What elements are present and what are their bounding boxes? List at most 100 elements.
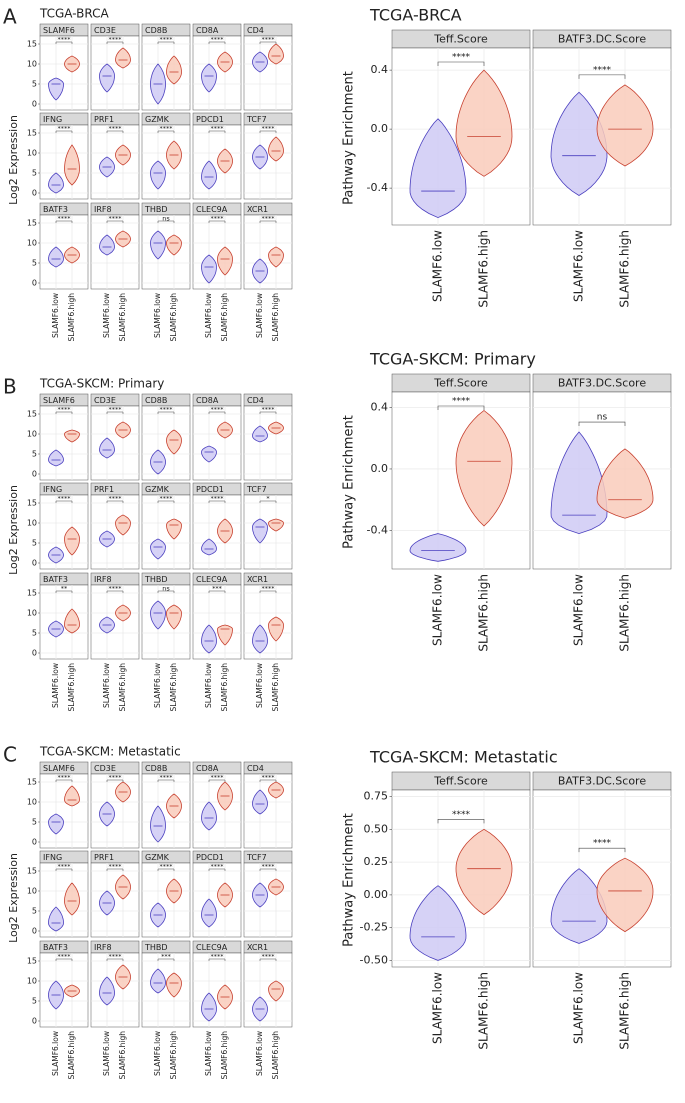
- sig-label: ****: [160, 495, 174, 503]
- strip-label: IFNG: [43, 853, 62, 862]
- strip-label: BATF3.DC.Score: [558, 33, 646, 46]
- violin: [455, 828, 513, 916]
- facet-panel: [39, 214, 89, 290]
- y-axis-label: Log2 Expression: [7, 853, 20, 943]
- y-tick-label: 5: [32, 259, 37, 268]
- sig-bracket: [157, 779, 175, 782]
- y-tick-label: 5: [32, 907, 37, 916]
- right-title: TCGA-SKCM: Primary: [369, 350, 536, 369]
- sig-label: ****: [262, 125, 276, 133]
- sig-bracket: [157, 411, 175, 414]
- x-tick-label: SLAMF6.high: [169, 1031, 178, 1080]
- facet-panel: [192, 124, 242, 200]
- sig-label: ****: [593, 839, 612, 849]
- strip-label: BATF3.DC.Score: [558, 377, 646, 390]
- x-tick-label: SLAMF6.high: [169, 293, 178, 342]
- sig-label: ****: [109, 406, 123, 414]
- x-tick-label: SLAMF6.low: [255, 293, 264, 338]
- facet-panel: [243, 35, 293, 111]
- violin: [166, 972, 182, 998]
- sig-bracket: [208, 130, 226, 133]
- facet-panel: [39, 773, 89, 849]
- sig-label: ****: [109, 585, 123, 593]
- sig-bracket: [208, 590, 226, 593]
- violin: [166, 55, 182, 85]
- facet-panel: [90, 952, 140, 1028]
- sig-label: ****: [452, 397, 471, 407]
- sig-label: ****: [262, 863, 276, 871]
- sig-label: ****: [109, 125, 123, 133]
- violin: [64, 608, 80, 634]
- x-tick-label: SLAMF6.high: [271, 663, 280, 712]
- facet-panel: [141, 214, 191, 290]
- panel-letter: B: [3, 375, 17, 399]
- sig-bracket: [106, 220, 124, 223]
- facet-panel: [243, 124, 293, 200]
- sig-bracket: [55, 500, 73, 503]
- sig-bracket: [578, 421, 626, 427]
- strip-label: SLAMF6: [43, 764, 75, 773]
- violin: [252, 789, 268, 815]
- facet-panel: [39, 952, 89, 1028]
- strip-label: XCR1: [247, 575, 268, 584]
- facet-panel: [141, 952, 191, 1028]
- violin: [150, 538, 166, 560]
- strip-label: IRF8: [94, 943, 112, 952]
- violin: [150, 968, 166, 994]
- violin: [409, 533, 467, 562]
- strip-label: GZMK: [145, 115, 170, 124]
- y-tick-label: 15: [27, 867, 37, 876]
- violin: [550, 431, 608, 535]
- sig-label: ****: [211, 863, 225, 871]
- x-tick-label: SLAMF6.low: [153, 293, 162, 338]
- sig-bracket: [208, 411, 226, 414]
- sig-label: ****: [58, 215, 72, 223]
- violin: [48, 172, 64, 194]
- facet-panel: [192, 35, 242, 111]
- sig-label: ****: [211, 953, 225, 961]
- violin: [596, 84, 654, 167]
- facet-panel: [141, 773, 191, 849]
- y-tick-label: 10: [27, 430, 37, 439]
- strip-label: THBD: [144, 205, 168, 214]
- sig-bracket: [259, 220, 277, 223]
- sig-label: **: [61, 585, 68, 593]
- sig-label: ****: [211, 495, 225, 503]
- facet-panel: [141, 124, 191, 200]
- sig-bracket: [208, 958, 226, 961]
- sig-label: ****: [160, 36, 174, 44]
- sig-bracket: [106, 590, 124, 593]
- strip-label: TCF7: [246, 853, 267, 862]
- sig-bracket: [208, 500, 226, 503]
- violin: [166, 234, 182, 256]
- sig-label: ****: [262, 774, 276, 782]
- sig-bracket: [259, 500, 277, 503]
- facet-panel: [141, 494, 191, 570]
- sig-label: ****: [211, 406, 225, 414]
- facet-panel: [90, 494, 140, 570]
- violin: [201, 63, 217, 93]
- x-tick-label: SLAMF6.low: [51, 663, 60, 708]
- x-tick-label: SLAMF6.high: [618, 230, 632, 308]
- facet-panel: [243, 584, 293, 660]
- x-tick-label: SLAMF6.high: [67, 293, 76, 342]
- y-tick-label: 0: [32, 927, 37, 936]
- y-tick-label: 5: [32, 629, 37, 638]
- sig-label: ****: [58, 125, 72, 133]
- sig-label: ***: [212, 585, 223, 593]
- x-tick-label: SLAMF6.high: [118, 1031, 127, 1080]
- strip-label: Teff.Score: [433, 377, 488, 390]
- strip-label: CLEC9A: [196, 205, 228, 214]
- x-tick-label: SLAMF6.low: [255, 1031, 264, 1076]
- sig-bracket: [157, 958, 175, 961]
- sig-bracket: [259, 590, 277, 593]
- sig-bracket: [55, 779, 73, 782]
- strip-label: TCF7: [246, 115, 267, 124]
- strip-label: CD8B: [145, 764, 167, 773]
- violin: [252, 624, 268, 654]
- strip-label: SLAMF6: [43, 396, 75, 405]
- strip-label: Teff.Score: [433, 775, 488, 788]
- x-tick-label: SLAMF6.high: [618, 574, 632, 652]
- y-tick-label: -0.50: [360, 953, 388, 966]
- sig-label: ****: [262, 36, 276, 44]
